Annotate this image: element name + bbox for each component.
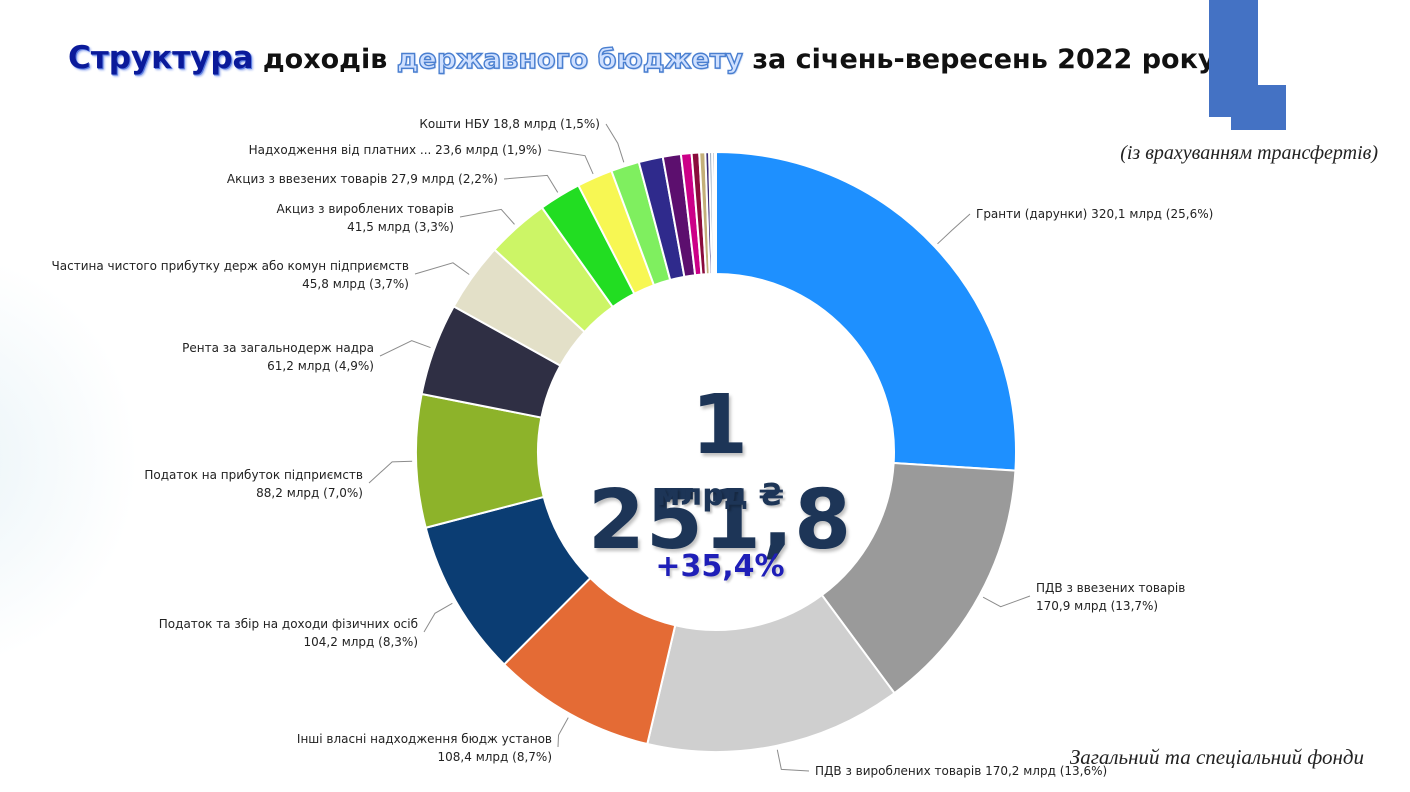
slice-label-4: Податок та збір на доходи фізичних осіб 1… [159,617,418,649]
slice-label-2: ПДВ з вироблених товарів 170,2 млрд (13,… [815,764,1107,778]
slice-label-5: Податок на прибуток підприємств 88,2 млрд… [144,468,363,500]
leader-line-2 [776,749,810,772]
leader-line-10 [547,149,594,175]
title-part-state-budget: державного бюджету [396,43,744,75]
slice-label-7-line-1: 45,8 млрд (3,7%) [302,277,409,291]
leader-line-4 [423,602,453,633]
slice-label-6-line-1: 61,2 млрд (4,9%) [267,359,374,373]
slice-label-7-line-0: Частина чистого прибутку держ або комун … [52,259,409,273]
donut-hole [539,275,893,629]
slice-label-5-line-1: 88,2 млрд (7,0%) [256,486,363,500]
donut-slice-0 [715,150,1017,472]
title-part-structure: Структура [68,40,254,76]
leader-line-5 [368,460,413,484]
slice-label-4-line-1: 104,2 млрд (8,3%) [304,635,418,649]
slice-label-9-line-0: Акциз з ввезених товарів 27,9 млрд (2,2%… [227,172,498,186]
slice-label-1-line-0: ПДВ з ввезених товарів [1036,581,1185,595]
slice-label-0: Гранти (дарунки) 320,1 млрд (25,6%) [976,207,1213,221]
slice-label-2-line-0: ПДВ з вироблених товарів 170,2 млрд (13,… [815,764,1107,778]
transfers-note: (із врахуванням трансфертів) [1120,142,1378,164]
donut-slice-1 [820,461,1017,695]
slice-label-5-line-0: Податок на прибуток підприємств [144,468,363,482]
total-revenue-unit: млрд ₴ [655,478,785,513]
slice-label-11: Кошти НБУ 18,8 млрд (1,5%) [419,117,600,131]
leader-line-9 [503,174,559,193]
leader-line-11 [605,123,625,163]
slice-label-0-line-0: Гранти (дарунки) 320,1 млрд (25,6%) [976,207,1213,221]
leader-line-0 [937,213,971,245]
slice-label-3-line-1: 108,4 млрд (8,7%) [438,750,552,764]
slice-label-6: Рента за загальнодерж надра 61,2 млрд (4,… [182,341,374,373]
donut-slice-2 [646,593,896,753]
background-glow [0,250,140,670]
total-revenue-value: 1 251,8 [587,378,853,568]
corner-decoration-block [1231,85,1286,130]
slice-label-8-line-1: 41,5 млрд (3,3%) [347,220,454,234]
page-title: Структура доходів державного бюджету за … [68,40,1216,76]
slice-label-1: ПДВ з ввезених товарів 170,9 млрд (13,7%) [1036,581,1185,613]
title-part-period: за січень-вересень 2022 року [742,44,1216,75]
title-part-revenues: доходів [253,44,397,75]
funds-footnote: Загальний та спеціальний фонди [1069,745,1364,769]
slice-label-9: Акциз з ввезених товарів 27,9 млрд (2,2%… [227,172,498,186]
slice-label-6-line-0: Рента за загальнодерж надра [182,341,374,355]
slice-label-8: Акциз з вироблених товарів 41,5 млрд (3,3… [277,202,454,234]
slice-label-8-line-0: Акциз з вироблених товарів [277,202,454,216]
slice-label-1-line-1: 170,9 млрд (13,7%) [1036,599,1158,613]
growth-percentage: +35,4% [655,549,785,584]
slice-label-4-line-0: Податок та збір на доходи фізичних осіб [159,617,418,631]
slice-label-10-line-0: Надходження від платних ... 23,6 млрд (1… [249,143,542,157]
leader-line-8 [459,208,515,225]
slice-label-11-line-0: Кошти НБУ 18,8 млрд (1,5%) [419,117,600,131]
slice-label-3-line-0: Інші власні надходження бюдж установ [297,732,552,746]
leader-line-6 [379,340,431,357]
slice-label-7: Частина чистого прибутку держ або комун … [52,259,409,291]
donut-slice-20 [713,150,717,276]
leader-line-7 [414,262,470,275]
leader-line-1 [982,595,1031,608]
leader-line-3 [557,717,569,748]
slice-label-10: Надходження від платних ... 23,6 млрд (1… [249,143,542,157]
slice-label-3: Інші власні надходження бюдж установ 108,… [297,732,552,764]
